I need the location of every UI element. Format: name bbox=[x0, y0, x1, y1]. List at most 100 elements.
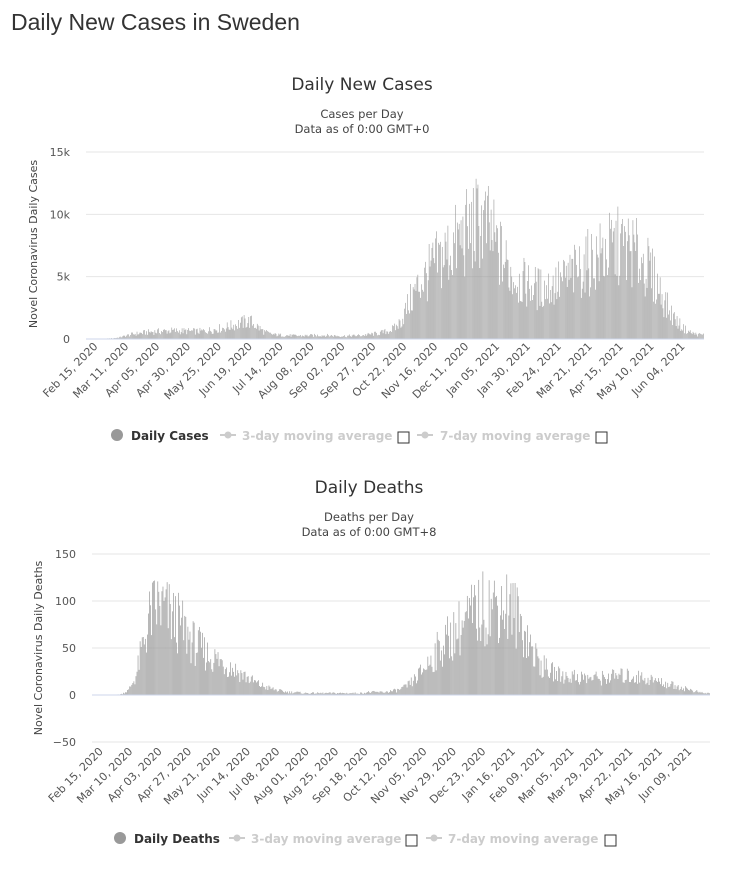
bar[interactable] bbox=[703, 333, 704, 339]
bar[interactable] bbox=[129, 686, 131, 695]
bar[interactable] bbox=[448, 279, 450, 339]
bar[interactable] bbox=[698, 692, 700, 695]
bar[interactable] bbox=[136, 331, 138, 339]
bar[interactable] bbox=[245, 682, 247, 695]
bar[interactable] bbox=[378, 692, 380, 695]
bar[interactable] bbox=[256, 323, 258, 339]
bar[interactable] bbox=[153, 334, 155, 339]
bar[interactable] bbox=[367, 332, 369, 339]
bar[interactable] bbox=[219, 324, 220, 339]
bar[interactable] bbox=[326, 335, 328, 339]
bar[interactable] bbox=[249, 681, 251, 695]
bar[interactable] bbox=[678, 690, 680, 695]
bar[interactable] bbox=[707, 692, 709, 695]
bar[interactable] bbox=[463, 620, 465, 695]
bar[interactable] bbox=[687, 688, 688, 695]
bar[interactable] bbox=[418, 291, 420, 339]
bar[interactable] bbox=[553, 681, 554, 695]
bar[interactable] bbox=[433, 671, 435, 695]
bar[interactable] bbox=[370, 692, 372, 695]
bar[interactable] bbox=[495, 597, 496, 695]
bar[interactable] bbox=[530, 634, 531, 695]
bar[interactable] bbox=[283, 691, 284, 695]
bar[interactable] bbox=[486, 243, 487, 339]
bar[interactable] bbox=[540, 660, 542, 695]
bar[interactable] bbox=[686, 333, 687, 339]
bar[interactable] bbox=[572, 674, 574, 695]
bar[interactable] bbox=[626, 241, 628, 339]
bar[interactable] bbox=[397, 328, 399, 339]
bar[interactable] bbox=[267, 689, 269, 695]
bar[interactable] bbox=[376, 691, 378, 695]
bar[interactable] bbox=[503, 264, 504, 339]
bar[interactable] bbox=[154, 330, 156, 339]
bar[interactable] bbox=[325, 692, 327, 695]
bar[interactable] bbox=[271, 333, 272, 339]
bar[interactable] bbox=[183, 640, 185, 695]
bar[interactable] bbox=[449, 658, 450, 695]
bar[interactable] bbox=[577, 674, 578, 695]
bar[interactable] bbox=[674, 319, 676, 339]
bar[interactable] bbox=[198, 626, 200, 695]
bar[interactable] bbox=[136, 671, 138, 695]
bar[interactable] bbox=[267, 331, 268, 339]
bar[interactable] bbox=[695, 691, 697, 695]
bar[interactable] bbox=[234, 676, 235, 695]
bar[interactable] bbox=[312, 334, 313, 339]
bar[interactable] bbox=[289, 691, 291, 695]
bar[interactable] bbox=[145, 334, 146, 339]
bar[interactable] bbox=[196, 652, 198, 695]
bar[interactable] bbox=[413, 674, 415, 695]
bar[interactable] bbox=[690, 333, 692, 339]
bar[interactable] bbox=[333, 334, 335, 339]
bar[interactable] bbox=[643, 680, 645, 695]
bar[interactable] bbox=[325, 336, 327, 339]
bar[interactable] bbox=[607, 275, 608, 339]
bar[interactable] bbox=[403, 324, 405, 339]
bar[interactable] bbox=[648, 685, 650, 695]
bar[interactable] bbox=[485, 627, 487, 695]
bar[interactable] bbox=[345, 693, 347, 695]
bar[interactable] bbox=[401, 687, 403, 695]
bar[interactable] bbox=[161, 331, 162, 339]
bar[interactable] bbox=[152, 331, 154, 339]
bar[interactable] bbox=[296, 691, 298, 695]
bar[interactable] bbox=[650, 674, 652, 695]
bar[interactable] bbox=[361, 336, 362, 339]
bar[interactable] bbox=[405, 684, 407, 695]
bar[interactable] bbox=[496, 225, 498, 339]
bar[interactable] bbox=[592, 679, 594, 695]
bar[interactable] bbox=[399, 320, 401, 339]
bar[interactable] bbox=[654, 256, 655, 339]
bar[interactable] bbox=[398, 689, 400, 695]
bar[interactable] bbox=[470, 243, 471, 339]
bar[interactable] bbox=[222, 327, 223, 339]
bar[interactable] bbox=[235, 324, 236, 339]
bar[interactable] bbox=[224, 669, 226, 695]
bar[interactable] bbox=[190, 663, 192, 695]
bar[interactable] bbox=[671, 305, 672, 339]
bar[interactable] bbox=[564, 679, 566, 695]
bar[interactable] bbox=[572, 258, 574, 339]
bar[interactable] bbox=[297, 336, 298, 339]
bar[interactable] bbox=[443, 645, 444, 695]
bar[interactable] bbox=[166, 333, 168, 339]
bar[interactable] bbox=[641, 672, 643, 695]
bar[interactable] bbox=[299, 335, 300, 339]
bar[interactable] bbox=[282, 336, 283, 339]
bar[interactable] bbox=[341, 336, 343, 339]
bar[interactable] bbox=[339, 692, 340, 695]
bar[interactable] bbox=[232, 667, 233, 695]
bar[interactable] bbox=[185, 329, 187, 339]
bar[interactable] bbox=[229, 672, 230, 695]
bar[interactable] bbox=[682, 330, 683, 339]
bar[interactable] bbox=[496, 595, 497, 695]
bar[interactable] bbox=[231, 675, 232, 695]
bar[interactable] bbox=[390, 690, 391, 695]
bar[interactable] bbox=[318, 692, 320, 695]
bar[interactable] bbox=[505, 240, 507, 339]
bar[interactable] bbox=[174, 637, 175, 695]
bar[interactable] bbox=[266, 330, 267, 339]
bar[interactable] bbox=[446, 634, 447, 695]
bar[interactable] bbox=[490, 598, 492, 695]
